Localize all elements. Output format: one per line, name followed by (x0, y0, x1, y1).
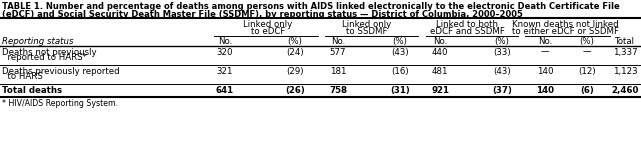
Text: (%): (%) (579, 37, 594, 46)
Text: 2,460: 2,460 (612, 85, 638, 95)
Text: 1,123: 1,123 (613, 66, 637, 76)
Text: (16): (16) (391, 66, 409, 76)
Text: (eDCF) and Social Security Death Master File (SSDMF), by reporting status — Dist: (eDCF) and Social Security Death Master … (2, 9, 523, 19)
Text: reported to HARS*: reported to HARS* (2, 53, 87, 62)
Text: 181: 181 (329, 66, 346, 76)
Text: 921: 921 (431, 85, 449, 95)
Text: Linked only: Linked only (244, 19, 293, 28)
Text: (33): (33) (493, 47, 511, 57)
Text: (43): (43) (493, 66, 511, 76)
Text: Reporting status: Reporting status (2, 37, 74, 46)
Text: Deaths not previously: Deaths not previously (2, 47, 97, 57)
Text: to either eDCF or SSDMF: to either eDCF or SSDMF (512, 27, 619, 35)
Text: No.: No. (331, 37, 345, 46)
Text: 320: 320 (217, 47, 233, 57)
Text: (%): (%) (392, 37, 408, 46)
Text: 1,337: 1,337 (613, 47, 637, 57)
Text: No.: No. (433, 37, 447, 46)
Text: (29): (29) (287, 66, 304, 76)
Text: Total: Total (615, 37, 635, 46)
Text: No.: No. (538, 37, 552, 46)
Text: 440: 440 (432, 47, 448, 57)
Text: * HIV/AIDS Reporting System.: * HIV/AIDS Reporting System. (2, 99, 118, 108)
Text: 140: 140 (537, 66, 553, 76)
Text: (37): (37) (492, 85, 512, 95)
Text: Linked only: Linked only (342, 19, 392, 28)
Text: Deaths previously reported: Deaths previously reported (2, 66, 120, 76)
Text: Linked to both: Linked to both (436, 19, 498, 28)
Text: (%): (%) (495, 37, 510, 46)
Text: eDCF and SSDMF: eDCF and SSDMF (429, 27, 504, 35)
Text: Known deaths not linked: Known deaths not linked (512, 19, 619, 28)
Text: (24): (24) (286, 47, 304, 57)
Text: 577: 577 (329, 47, 346, 57)
Text: to SSDMF: to SSDMF (346, 27, 388, 35)
Text: TABLE 1. Number and percentage of deaths among persons with AIDS linked electron: TABLE 1. Number and percentage of deaths… (2, 2, 620, 11)
Text: (12): (12) (578, 66, 596, 76)
Text: —: — (541, 47, 549, 57)
Text: to HARS: to HARS (2, 72, 43, 81)
Text: (6): (6) (580, 85, 594, 95)
Text: to eDCF: to eDCF (251, 27, 285, 35)
Text: (%): (%) (288, 37, 303, 46)
Text: Total deaths: Total deaths (2, 85, 62, 95)
Text: 481: 481 (432, 66, 448, 76)
Text: No.: No. (218, 37, 232, 46)
Text: 641: 641 (216, 85, 234, 95)
Text: 140: 140 (536, 85, 554, 95)
Text: —: — (583, 47, 591, 57)
Text: (31): (31) (390, 85, 410, 95)
Text: (26): (26) (285, 85, 305, 95)
Text: 758: 758 (329, 85, 347, 95)
Text: (43): (43) (391, 47, 409, 57)
Text: 321: 321 (217, 66, 233, 76)
